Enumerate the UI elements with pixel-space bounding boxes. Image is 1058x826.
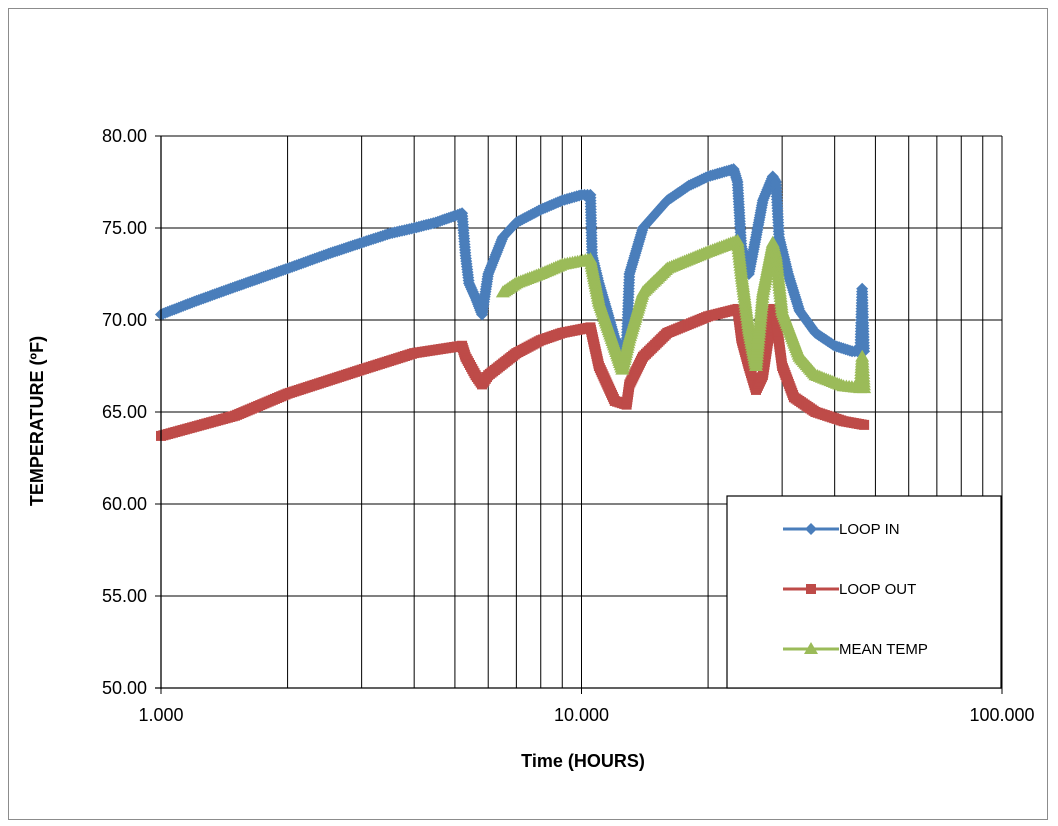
y-axis-title: TEMPERATURE (ºF) xyxy=(27,336,47,506)
legend-swatch-marker xyxy=(806,584,816,594)
legend-box xyxy=(726,495,1002,689)
legend-label: LOOP OUT xyxy=(839,581,916,598)
legend-swatch-marker xyxy=(805,523,817,535)
x-tick-label: 10.000 xyxy=(554,705,609,725)
legend-item-loop-in: LOOP IN xyxy=(783,521,900,538)
legend-swatch-marker xyxy=(804,642,818,654)
chart-frame: 50.00 55.00 60.00 65.00 70.00 75.00 80.00 1.000… xyxy=(8,8,1048,820)
data-point-loop-out xyxy=(859,419,870,430)
y-tick-label: 50.00 xyxy=(102,678,147,698)
legend: LOOP IN LOOP OUT MEAN TEMP xyxy=(726,495,1002,689)
legend-item-loop-out: LOOP OUT xyxy=(783,581,916,598)
y-tick-label: 55.00 xyxy=(102,586,147,606)
x-tick-label: 1.000 xyxy=(138,705,183,725)
series-loop-in xyxy=(155,163,871,358)
y-tick-label: 65.00 xyxy=(102,402,147,422)
x-axis-title: Time (HOURS) xyxy=(521,751,645,771)
data-point-mean-temp xyxy=(857,381,872,394)
series-loop-out xyxy=(156,303,870,441)
legend-label: LOOP IN xyxy=(839,521,900,538)
y-tick-label: 80.00 xyxy=(102,126,147,146)
y-tick-label: 75.00 xyxy=(102,218,147,238)
y-tick-label: 60.00 xyxy=(102,494,147,514)
line-chart: 50.00 55.00 60.00 65.00 70.00 75.00 80.00 1.000… xyxy=(27,126,1035,771)
x-tick-label: 100.000 xyxy=(969,705,1034,725)
series-mean-temp xyxy=(495,233,872,394)
legend-item-mean-temp: MEAN TEMP xyxy=(783,641,928,658)
legend-label: MEAN TEMP xyxy=(839,641,928,658)
y-tick-label: 70.00 xyxy=(102,310,147,330)
